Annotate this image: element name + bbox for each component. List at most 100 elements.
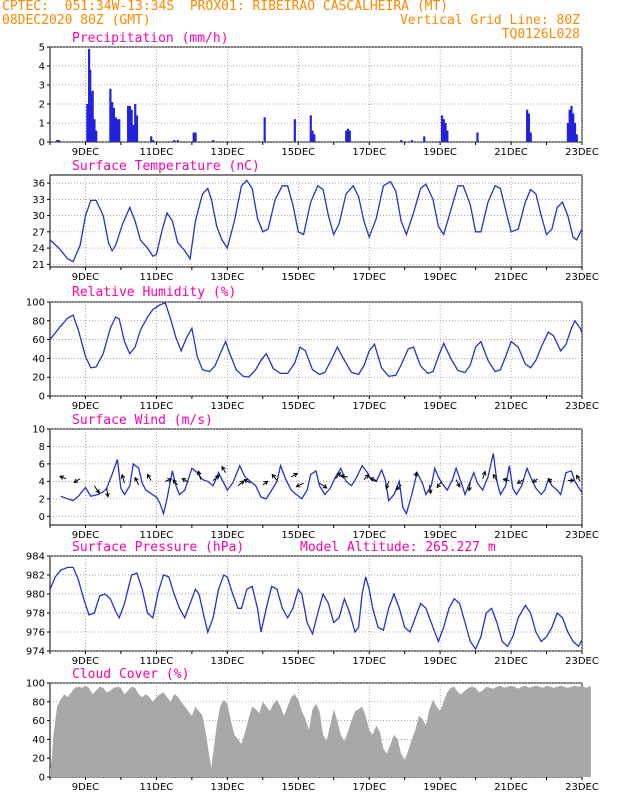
cloud-ytick-label: 80 [32, 697, 45, 708]
temp-ytick-label: 24 [32, 244, 45, 255]
wind-arrow-head [322, 484, 328, 489]
precip-bar [56, 140, 59, 142]
wind-arrow-head [105, 492, 110, 498]
precip-bar [150, 136, 153, 142]
wind-arrow-head [172, 479, 177, 485]
precip-bar [570, 105, 573, 142]
wind-xtick-label: 11DEC [140, 530, 174, 541]
cloud-xtick-label: 15DEC [281, 782, 315, 793]
header-model-id: TQ0126L028 [501, 27, 580, 42]
precip-ytick-label: 3 [39, 81, 45, 92]
precip-bar [91, 90, 94, 142]
wind-arrow-shaft [290, 472, 298, 478]
pressure-xtick-label: 11DEC [140, 656, 174, 667]
wind-arrow-shaft [121, 474, 125, 484]
wind-ytick-label: 10 [32, 425, 45, 436]
rh-title: Relative Humidity (%) [72, 285, 236, 300]
wind-arrow-shaft [271, 474, 278, 481]
precip-bar [313, 134, 316, 142]
precip-bar [176, 140, 179, 142]
wind-arrow-head [167, 478, 173, 483]
wind-arrow-head [120, 473, 126, 479]
pressure-frame [49, 555, 583, 652]
precip-bar [346, 128, 350, 142]
cloud-xtick-label: 13DEC [210, 782, 244, 793]
pressure-xtick-label: 17DEC [352, 656, 386, 667]
precip-bar [263, 117, 266, 142]
wind-arrow-shaft [468, 482, 471, 491]
cloud-xtick-label: 17DEC [352, 782, 386, 793]
rh-ytick-label: 60 [32, 335, 45, 346]
rh-xtick-label: 15DEC [281, 401, 315, 412]
wind-arrow-head [576, 474, 581, 480]
pressure-ytick-label: 980 [26, 590, 45, 601]
wind-arrow-head [364, 474, 370, 479]
header-line1: CPTEC: 051:34W-13:34S PROX01: RIBEIRAO C… [2, 0, 449, 14]
cloud-xtick-label: 23DEC [565, 782, 599, 793]
wind-arrow-shaft [428, 484, 432, 494]
wind-arrow-shaft [395, 484, 402, 491]
wind-arrow-shaft [340, 475, 349, 478]
wind-ytick-label: 8 [39, 442, 45, 453]
precip-bar [111, 102, 114, 142]
rh-xtick-label: 13DEC [210, 401, 244, 412]
wind-arrow-head [215, 475, 220, 480]
wind-series-line [60, 453, 582, 517]
precip-xtick-label: 23DEC [565, 147, 599, 158]
wind-xtick-label: 13DEC [210, 530, 244, 541]
precip-bar [446, 130, 449, 142]
wind-arrow-shaft [576, 475, 581, 482]
precip-bar [527, 113, 530, 142]
wind-arrow-shaft [172, 479, 179, 486]
precip-bar [566, 123, 570, 142]
precip-xtick-label: 9DEC [72, 147, 99, 158]
precip-bar [86, 104, 89, 142]
cloud-ytick-label: 60 [32, 716, 45, 727]
wind-arrow-head [385, 484, 390, 490]
wind-arrow-shaft [106, 488, 109, 497]
wind-arrow-shaft [319, 482, 328, 489]
precip-bar [134, 104, 137, 142]
temp-ytick-label: 27 [32, 227, 45, 238]
rh-ytick-label: 100 [26, 298, 45, 309]
pressure-ytick-label: 978 [26, 609, 45, 620]
wind-arrow-head [73, 478, 79, 483]
precip-bar [151, 140, 155, 142]
precip-bar [526, 109, 529, 142]
cloud-ytick-label: 100 [26, 679, 45, 690]
pressure-xtick-label: 9DEC [72, 656, 99, 667]
cloud-ytick-label: 0 [39, 773, 45, 784]
wind-arrow-head [427, 489, 433, 495]
temp-series-line [50, 179, 582, 263]
precip-bar [57, 140, 61, 142]
wind-ytick-label: 6 [39, 459, 45, 470]
temp-xtick-label: 9DEC [72, 272, 99, 283]
wind-arrow-head [243, 478, 249, 484]
precip-xtick-label: 13DEC [210, 147, 244, 158]
cloud-title: Cloud Cover (%) [72, 667, 189, 682]
temp-xtick-label: 15DEC [281, 272, 315, 283]
temp-xtick-label: 21DEC [494, 272, 528, 283]
pressure-xtick-label: 15DEC [281, 656, 315, 667]
wind-arrow-shaft [436, 481, 443, 488]
temp-xtick-label: 17DEC [352, 272, 386, 283]
wind-xtick-label: 17DEC [352, 530, 386, 541]
wind-arrow-head [339, 474, 345, 479]
wind-arrow-head [467, 486, 472, 492]
wind-arrow-shaft [134, 477, 140, 486]
precip-bar [135, 115, 139, 142]
rh-xtick-label: 23DEC [565, 401, 599, 412]
pressure-xtick-label: 13DEC [210, 656, 244, 667]
rh-ytick-label: 0 [39, 392, 45, 403]
wind-arrow-head [134, 476, 139, 482]
rh-xtick-label: 11DEC [140, 401, 174, 412]
cloud-xtick-label: 21DEC [494, 782, 528, 793]
precip-bar [568, 109, 571, 142]
temp-xtick-label: 13DEC [210, 272, 244, 283]
precip-bar [440, 115, 444, 142]
wind-arrow-head [295, 483, 301, 488]
rh-series-line [50, 302, 582, 378]
pressure-subtitle: Model Altitude: 265.227 m [300, 540, 496, 555]
precip-bar [572, 113, 575, 142]
